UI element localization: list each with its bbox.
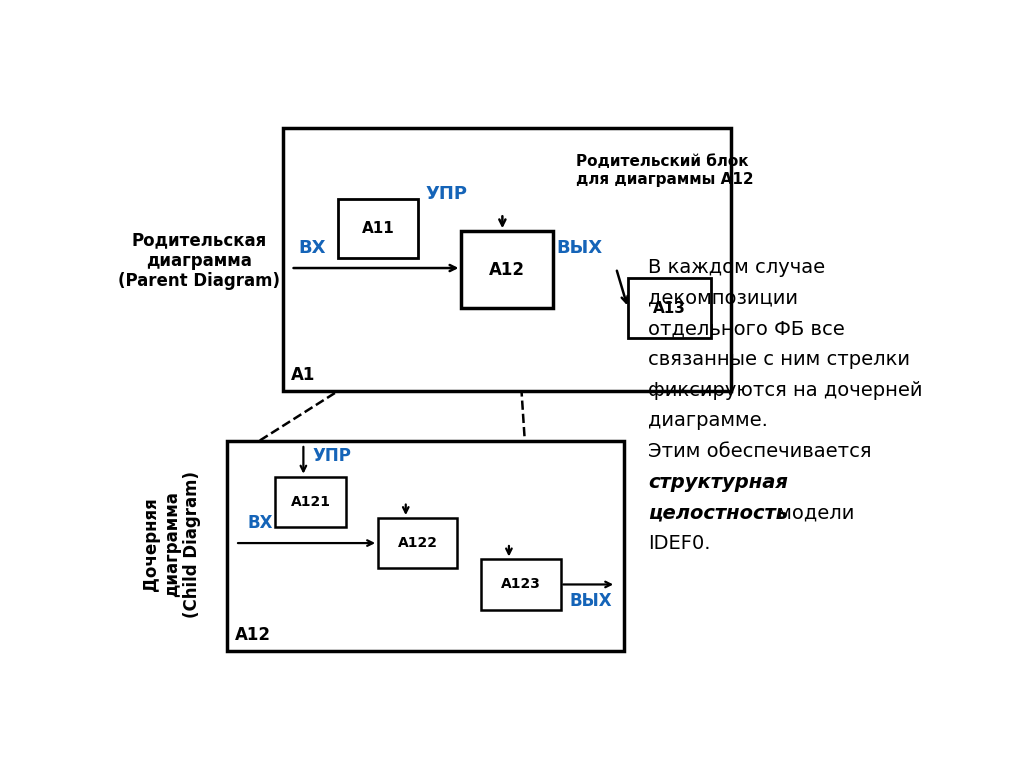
Text: A1: A1 [291, 366, 315, 384]
Text: декомпозиции: декомпозиции [648, 289, 798, 307]
Bar [378, 518, 458, 568]
Text: модели: модели [771, 504, 854, 523]
Text: A13: A13 [653, 300, 686, 316]
Text: отдельного ФБ все: отдельного ФБ все [648, 319, 845, 338]
Bar [274, 476, 346, 527]
Text: A122: A122 [397, 536, 437, 550]
Text: УПР: УПР [313, 447, 352, 465]
Text: A123: A123 [501, 578, 541, 591]
Text: диаграмме.: диаграмме. [648, 412, 768, 431]
Text: Дочерняя
диаграмма
(Child Diagram): Дочерняя диаграмма (Child Diagram) [142, 471, 202, 618]
Text: структурная: структурная [648, 473, 787, 492]
Text: A12: A12 [236, 626, 271, 644]
Text: фиксируются на дочерней: фиксируются на дочерней [648, 381, 923, 399]
Text: ВХ: ВХ [247, 515, 272, 532]
Text: В каждом случае: В каждом случае [648, 258, 825, 276]
Bar [628, 279, 712, 338]
Bar [283, 127, 731, 391]
Text: ВХ: ВХ [299, 240, 326, 257]
Text: целостность: целостность [648, 504, 787, 523]
Text: A12: A12 [488, 260, 525, 279]
Text: A121: A121 [291, 495, 331, 508]
Bar [227, 441, 624, 651]
Text: Родительский блок
для диаграммы A12: Родительский блок для диаграммы A12 [577, 154, 754, 187]
Text: Этим обеспечивается: Этим обеспечивается [648, 442, 871, 462]
Text: A11: A11 [361, 220, 394, 236]
Text: IDEF0.: IDEF0. [648, 535, 711, 554]
Text: ВЫХ: ВЫХ [557, 240, 603, 257]
Bar [338, 199, 418, 258]
Text: связанные с ним стрелки: связанные с ним стрелки [648, 350, 909, 369]
Text: Родительская
диаграмма
(Parent Diagram): Родительская диаграмма (Parent Diagram) [119, 231, 281, 290]
Text: УПР: УПР [426, 185, 468, 203]
Bar [461, 231, 553, 308]
Bar [481, 559, 560, 610]
Text: ВЫХ: ВЫХ [569, 591, 612, 610]
